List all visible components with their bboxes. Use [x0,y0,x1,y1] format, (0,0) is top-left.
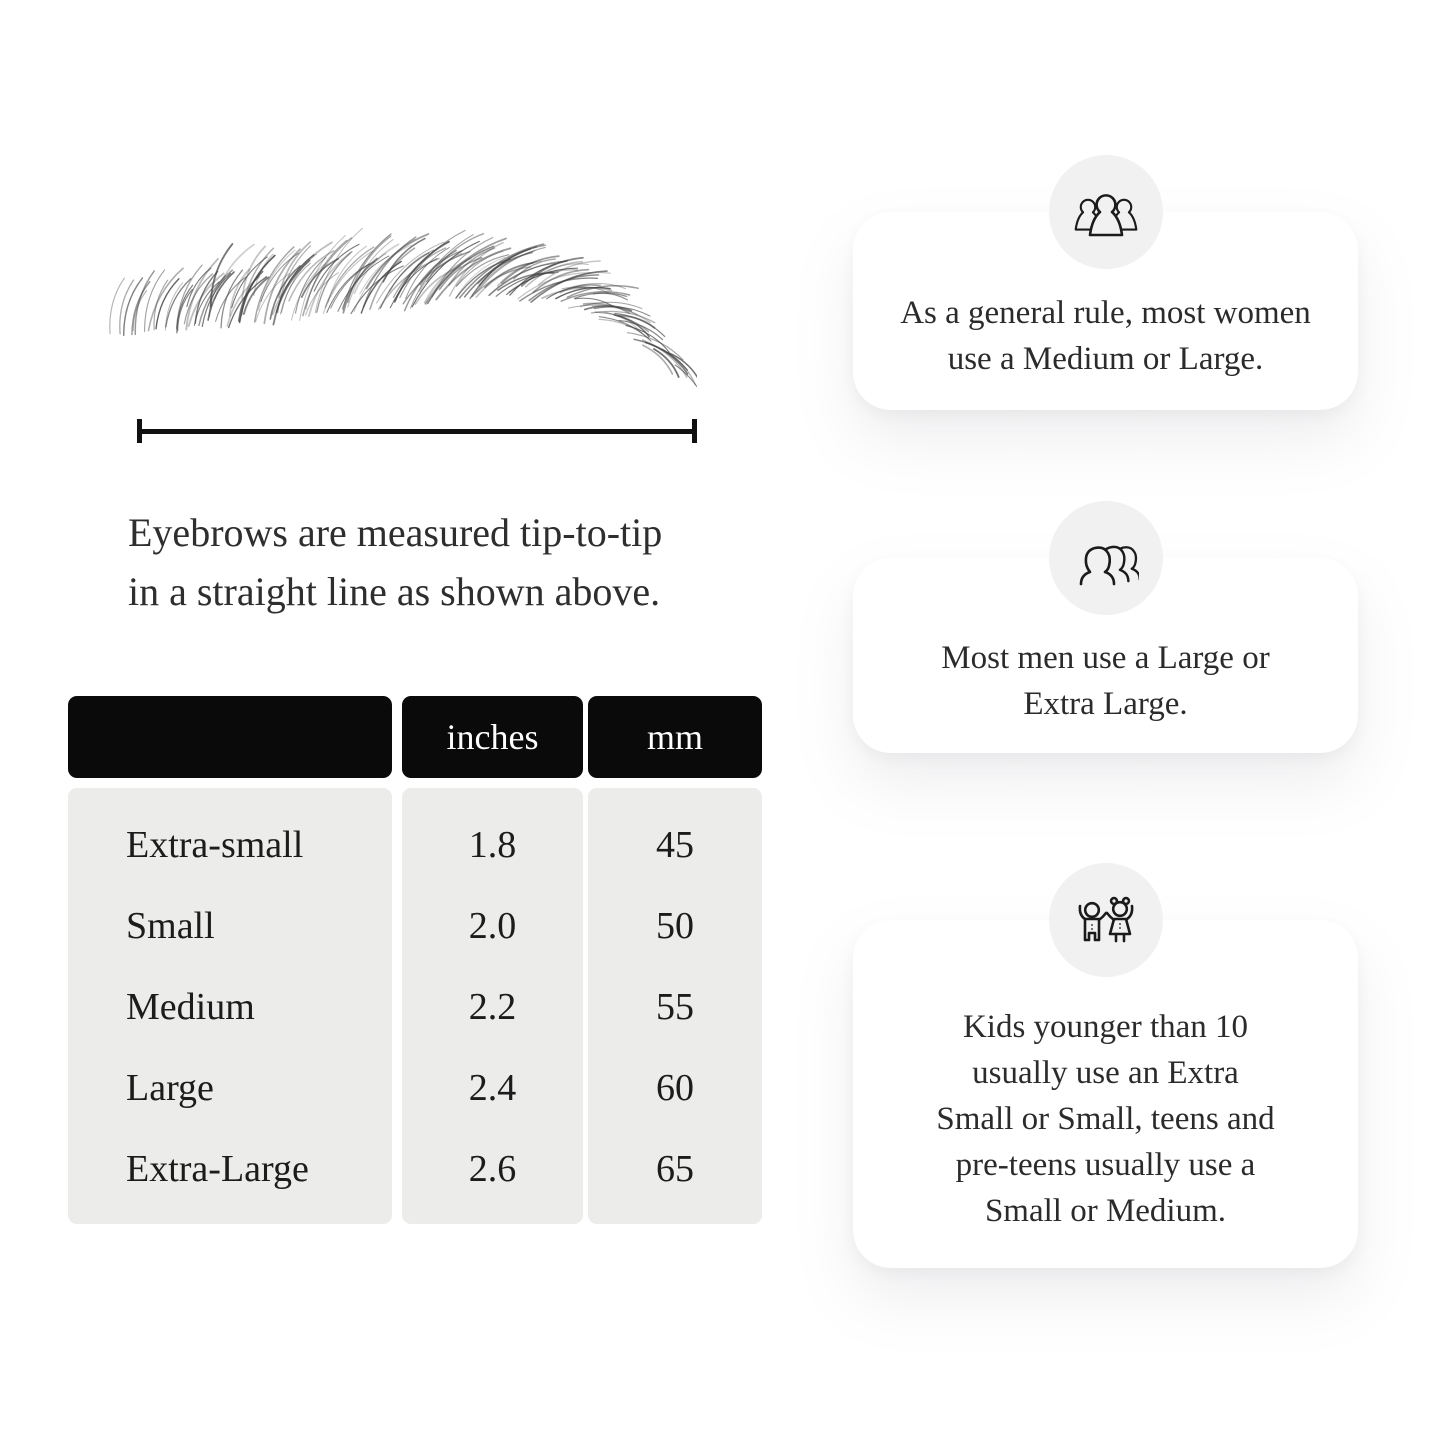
table-cell-mm: 65 [656,1147,694,1190]
table-cell-inches: 2.2 [468,985,517,1028]
table-cell-label: Large [126,1066,214,1109]
text-line: in a straight line as shown above. [128,569,661,614]
men-group-icon [1079,545,1139,586]
card-kids-text: Kids younger than 10 usually use an Extra… [853,920,1358,1268]
table-cell-mm: 50 [656,904,694,947]
table-column-size: Extra-small Small Medium Large Extra-Large [68,788,392,1224]
table-cell-inches: 2.6 [468,1147,517,1190]
table-header-mm: mm [588,696,762,778]
text-line: As a general rule, most women [900,295,1311,331]
table-cell-inches: 2.4 [468,1066,517,1109]
measurement-cap-right [692,419,697,443]
table-cell-label: Extra-small [126,823,304,866]
card-women: As a general rule, most women use a Mediu… [853,155,1358,410]
text-line: Small or Small, teens and [936,1101,1275,1137]
table-header-inches: inches [402,696,583,778]
card-women-text: As a general rule, most women use a Mediu… [853,212,1358,410]
table-cell-inches: 1.8 [468,823,517,866]
card-kids: Kids younger than 10 usually use an Extra… [853,863,1358,1268]
table-cell-label: Medium [126,985,255,1028]
icon-circle [1048,863,1163,977]
text-line: Most men use a Large or [941,639,1270,676]
measurement-caption: Eyebrows are measured tip-to-tip in a str… [128,503,768,621]
icon-circle [1048,501,1163,615]
table-column-mm: 45 50 55 60 65 [588,788,762,1224]
table-cell-mm: 60 [656,1066,694,1109]
kids-icon [1078,896,1133,943]
women-group-icon [1074,194,1137,237]
table-cell-mm: 55 [656,985,694,1028]
text-line: use a Medium or Large. [947,341,1264,377]
text-line: pre-teens usually use a [955,1147,1256,1183]
text-line: Small or Medium. [984,1193,1227,1229]
text-line: Extra Large. [1023,685,1188,722]
eyebrow-sketch-svg [109,228,697,388]
table-cell-label: Extra-Large [126,1147,309,1190]
table-cell-label: Small [126,904,215,947]
table-header-size [68,696,392,778]
text-line: usually use an Extra [972,1055,1239,1091]
eyebrow-illustration [105,228,697,406]
card-men-text: Most men use a Large or Extra Large. [853,558,1358,753]
icon-circle [1048,155,1163,269]
table-cell-inches: 2.0 [468,904,517,947]
measurement-line [137,419,697,443]
card-men: Most men use a Large or Extra Large. [853,501,1358,753]
text-line: Eyebrows are measured tip-to-tip [128,510,663,555]
measurement-bar [137,429,697,434]
text-line: Kids younger than 10 [962,1009,1249,1045]
table-column-inches: 1.8 2.0 2.2 2.4 2.6 [402,788,583,1224]
table-cell-mm: 45 [656,823,694,866]
